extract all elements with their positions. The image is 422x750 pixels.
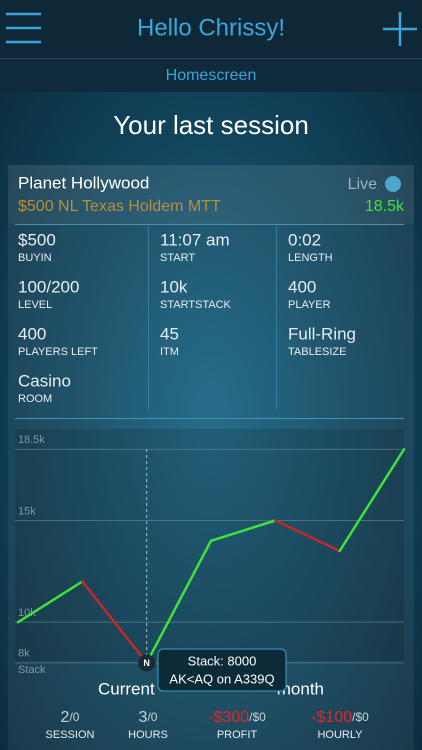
y-tick-label: 15k — [18, 505, 36, 517]
y-tick-label: 8k — [18, 648, 30, 660]
summary-label: HOURS — [128, 729, 168, 741]
stat-label: PLAYERS LEFT — [18, 346, 98, 358]
summary-title: Current — [98, 679, 155, 698]
summary-total: /$0 — [249, 710, 266, 724]
card-header — [8, 165, 414, 224]
y-tick-label: 18.5k — [18, 434, 45, 446]
add-button[interactable] — [383, 12, 417, 46]
live-indicator — [385, 176, 401, 192]
summary-label: HOURLY — [317, 729, 363, 741]
stat-value: 11:07 am — [160, 230, 230, 249]
summary-value: 2/0 — [61, 709, 80, 726]
menu-button[interactable] — [6, 12, 41, 44]
stat-value: 400 — [288, 277, 316, 296]
header-subtitle[interactable]: Homescreen — [166, 67, 257, 84]
marker-label: N — [143, 658, 150, 668]
stat-label: PLAYER — [288, 299, 331, 311]
y-axis-label: Stack — [18, 664, 46, 676]
tooltip — [157, 648, 287, 692]
stat-value: 45 — [160, 324, 179, 343]
line-segment — [274, 519, 341, 553]
stat-value: 0:02 — [288, 230, 321, 249]
y-tick-label: 10k — [18, 607, 36, 619]
line-segment — [209, 519, 277, 543]
summary-label: PROFIT — [217, 729, 258, 741]
summary-total: /0 — [147, 710, 157, 724]
stat-label: STARTSTACK — [160, 299, 232, 311]
summary-number: -$100 — [311, 709, 352, 726]
tooltip-text: AK<AQ on A339Q — [169, 671, 274, 686]
status: Live — [348, 176, 377, 193]
summary-value: -$100/$0 — [311, 709, 369, 726]
stat-value: 10k — [160, 277, 188, 296]
stat-label: START — [160, 252, 195, 264]
stat-value: $500 — [18, 230, 56, 249]
game: $500 NL Texas Holdem MTT — [18, 198, 221, 215]
stat-label: ITM — [160, 346, 179, 358]
stat-label: LEVEL — [18, 299, 52, 311]
line-segment — [145, 539, 213, 665]
line-segment — [338, 448, 406, 553]
line-segment — [81, 580, 148, 665]
summary-total: /0 — [69, 710, 79, 724]
summary-title: month — [277, 679, 324, 698]
stat-label: ROOM — [18, 393, 52, 405]
stat-value: Full-Ring — [288, 324, 356, 343]
stat-label: TABLESIZE — [288, 346, 346, 358]
summary-total: /$0 — [352, 710, 369, 724]
line-segment — [16, 580, 84, 624]
summary-number: 2 — [61, 709, 70, 726]
stat-label: LENGTH — [288, 252, 333, 264]
header-bar — [0, 0, 422, 58]
summary-value: 3/0 — [139, 709, 158, 726]
summary-value: -$300/$0 — [208, 709, 266, 726]
subheader-bar — [0, 59, 422, 92]
summary-label: SESSION — [46, 729, 95, 741]
point-marker — [138, 654, 156, 672]
stat-value: 400 — [18, 324, 46, 343]
header-title: Hello Chrissy! — [137, 14, 285, 41]
section-title: Your last session — [113, 110, 309, 140]
stack: 18.5k — [365, 198, 405, 215]
tooltip-text: Stack: 8000 — [188, 653, 257, 668]
stat-value: Casino — [18, 371, 71, 390]
summary-number: 3 — [139, 709, 148, 726]
venue: Planet Hollywood — [18, 173, 149, 192]
summary-number: -$300 — [208, 709, 249, 726]
stat-label: BUYIN — [18, 252, 52, 264]
stat-value: 100/200 — [18, 277, 79, 296]
